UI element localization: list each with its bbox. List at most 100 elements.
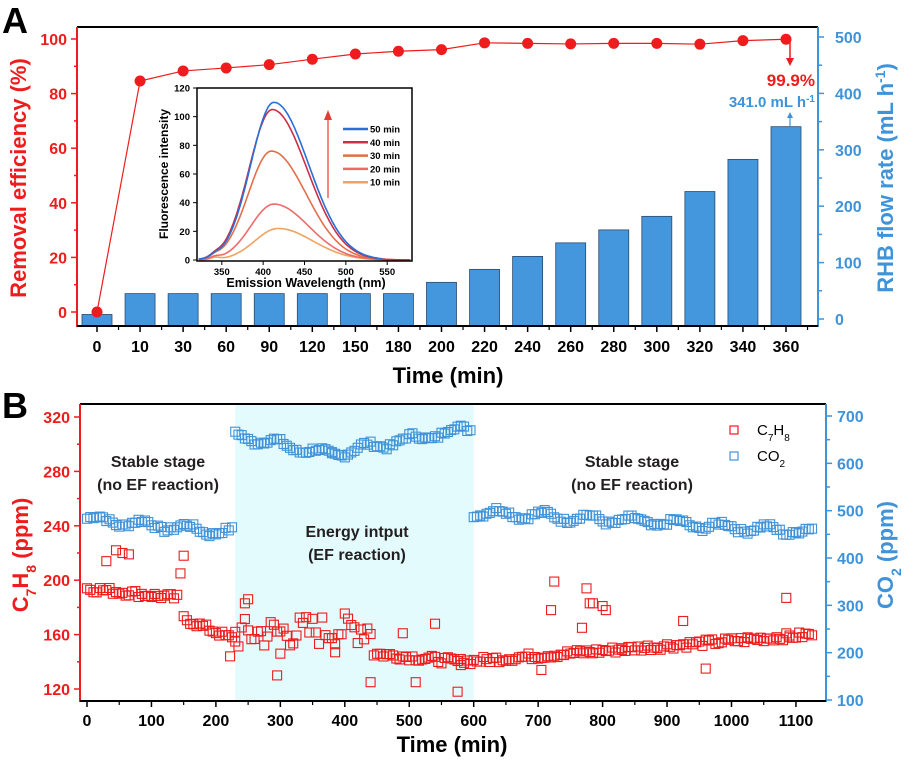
scatter-series-co2: [81, 420, 818, 542]
co2-point: [681, 516, 692, 528]
c7h8-point: [326, 633, 337, 644]
co2-point: [713, 519, 724, 530]
co2-point: [462, 425, 473, 437]
c7h8-point: [584, 647, 595, 658]
tick-label: 0: [835, 312, 844, 329]
tick-label: 60: [49, 141, 67, 158]
c7h8-point: [616, 643, 627, 654]
co2-point: [165, 522, 176, 533]
inset-y-axis-title: Fluorescence intensity: [157, 109, 171, 239]
c7h8-point: [761, 633, 772, 644]
c7h8-point: [368, 650, 379, 661]
c7h8-point: [262, 631, 273, 642]
c7h8-point: [352, 638, 363, 649]
c7h8-point: [655, 644, 666, 655]
tick-label: 700: [837, 409, 864, 426]
c7h8-point: [533, 653, 544, 664]
c7h8-point: [552, 651, 563, 663]
co2-point: [307, 443, 318, 454]
tick-label: 600: [837, 456, 864, 473]
c7h8-point: [587, 598, 598, 609]
c7h8-point: [587, 648, 598, 659]
c7h8-point: [359, 634, 370, 645]
c7h8-point: [388, 650, 399, 661]
data-point: [392, 45, 404, 57]
co2-point: [729, 524, 740, 535]
co2-point: [130, 517, 141, 528]
inset-tick-label: 120: [174, 84, 190, 95]
c7h8-point: [110, 587, 122, 598]
c7h8-point: [423, 652, 434, 663]
c7h8-point: [101, 584, 112, 596]
co2-point: [246, 436, 257, 447]
c7h8-point: [429, 651, 441, 662]
c7h8-point: [481, 654, 492, 665]
co2-point: [304, 446, 315, 458]
flow-rate-annotation: 341.0 mL h-1: [729, 94, 816, 112]
tick-label: 10: [131, 339, 149, 356]
c7h8-point: [342, 613, 354, 624]
c7h8-point: [336, 629, 347, 640]
tick-label: 320: [43, 410, 70, 427]
c7h8-point: [455, 653, 466, 665]
co2-point: [230, 426, 241, 437]
co2-point: [694, 522, 705, 533]
inset-legend: 50 min 40 min 30 min 20 min 10 min: [343, 125, 400, 189]
inset-tick-label: 100: [174, 112, 190, 123]
co2-point: [626, 510, 637, 521]
c7h8-point: [568, 647, 579, 659]
co2-point: [217, 528, 228, 539]
c7h8-point: [562, 646, 573, 657]
tick-label: 20: [49, 250, 67, 267]
c7h8-point: [520, 651, 531, 662]
co2-point: [143, 517, 154, 528]
co2-point: [539, 505, 550, 516]
tick-label: 300: [643, 339, 670, 356]
co2-point: [259, 438, 270, 449]
stage-label-1-line2: (no EF reaction): [97, 477, 219, 494]
c7h8-point: [225, 651, 236, 662]
co2-point: [632, 513, 644, 524]
c7h8-point: [214, 630, 225, 641]
bar: [512, 255, 544, 327]
co2-point: [510, 512, 521, 523]
c7h8-point: [191, 621, 202, 632]
bar: [210, 293, 242, 327]
co2-point: [591, 510, 602, 521]
co2-point: [323, 445, 334, 456]
co2-point: [162, 525, 173, 536]
tick-label: 60: [217, 339, 235, 356]
stage-label-2-line2: (EF reaction): [308, 547, 406, 564]
c7h8-point: [294, 612, 305, 623]
co2-point: [391, 436, 402, 447]
bar: [383, 293, 414, 327]
co2-point: [204, 531, 215, 542]
c7h8-point: [249, 633, 260, 645]
tick-label: 300: [835, 143, 862, 160]
c7h8-point: [700, 663, 711, 674]
c7h8-point: [574, 646, 586, 657]
c7h8-point: [545, 652, 557, 663]
c7h8-point: [681, 642, 692, 653]
c7h8-point: [110, 545, 122, 556]
co2-point: [455, 420, 466, 431]
co2-point: [636, 514, 647, 525]
co2-point: [349, 445, 360, 456]
co2-point: [114, 521, 125, 532]
c7h8-point: [500, 655, 511, 666]
c7h8-point: [114, 588, 125, 599]
co2-point: [494, 506, 505, 517]
co2-point: [378, 442, 389, 453]
c7h8-point: [645, 644, 656, 656]
c7h8-point: [494, 657, 505, 668]
panel-a-label: A: [2, 0, 28, 41]
c7h8-point: [365, 677, 376, 688]
co2-point: [362, 439, 373, 450]
tick-label: 100: [835, 256, 862, 273]
bar: [253, 293, 285, 327]
co2-point: [317, 443, 328, 454]
c7h8-point: [330, 647, 341, 658]
co2-point: [284, 442, 296, 453]
c7h8-point: [700, 634, 711, 645]
co2-point: [655, 518, 666, 529]
